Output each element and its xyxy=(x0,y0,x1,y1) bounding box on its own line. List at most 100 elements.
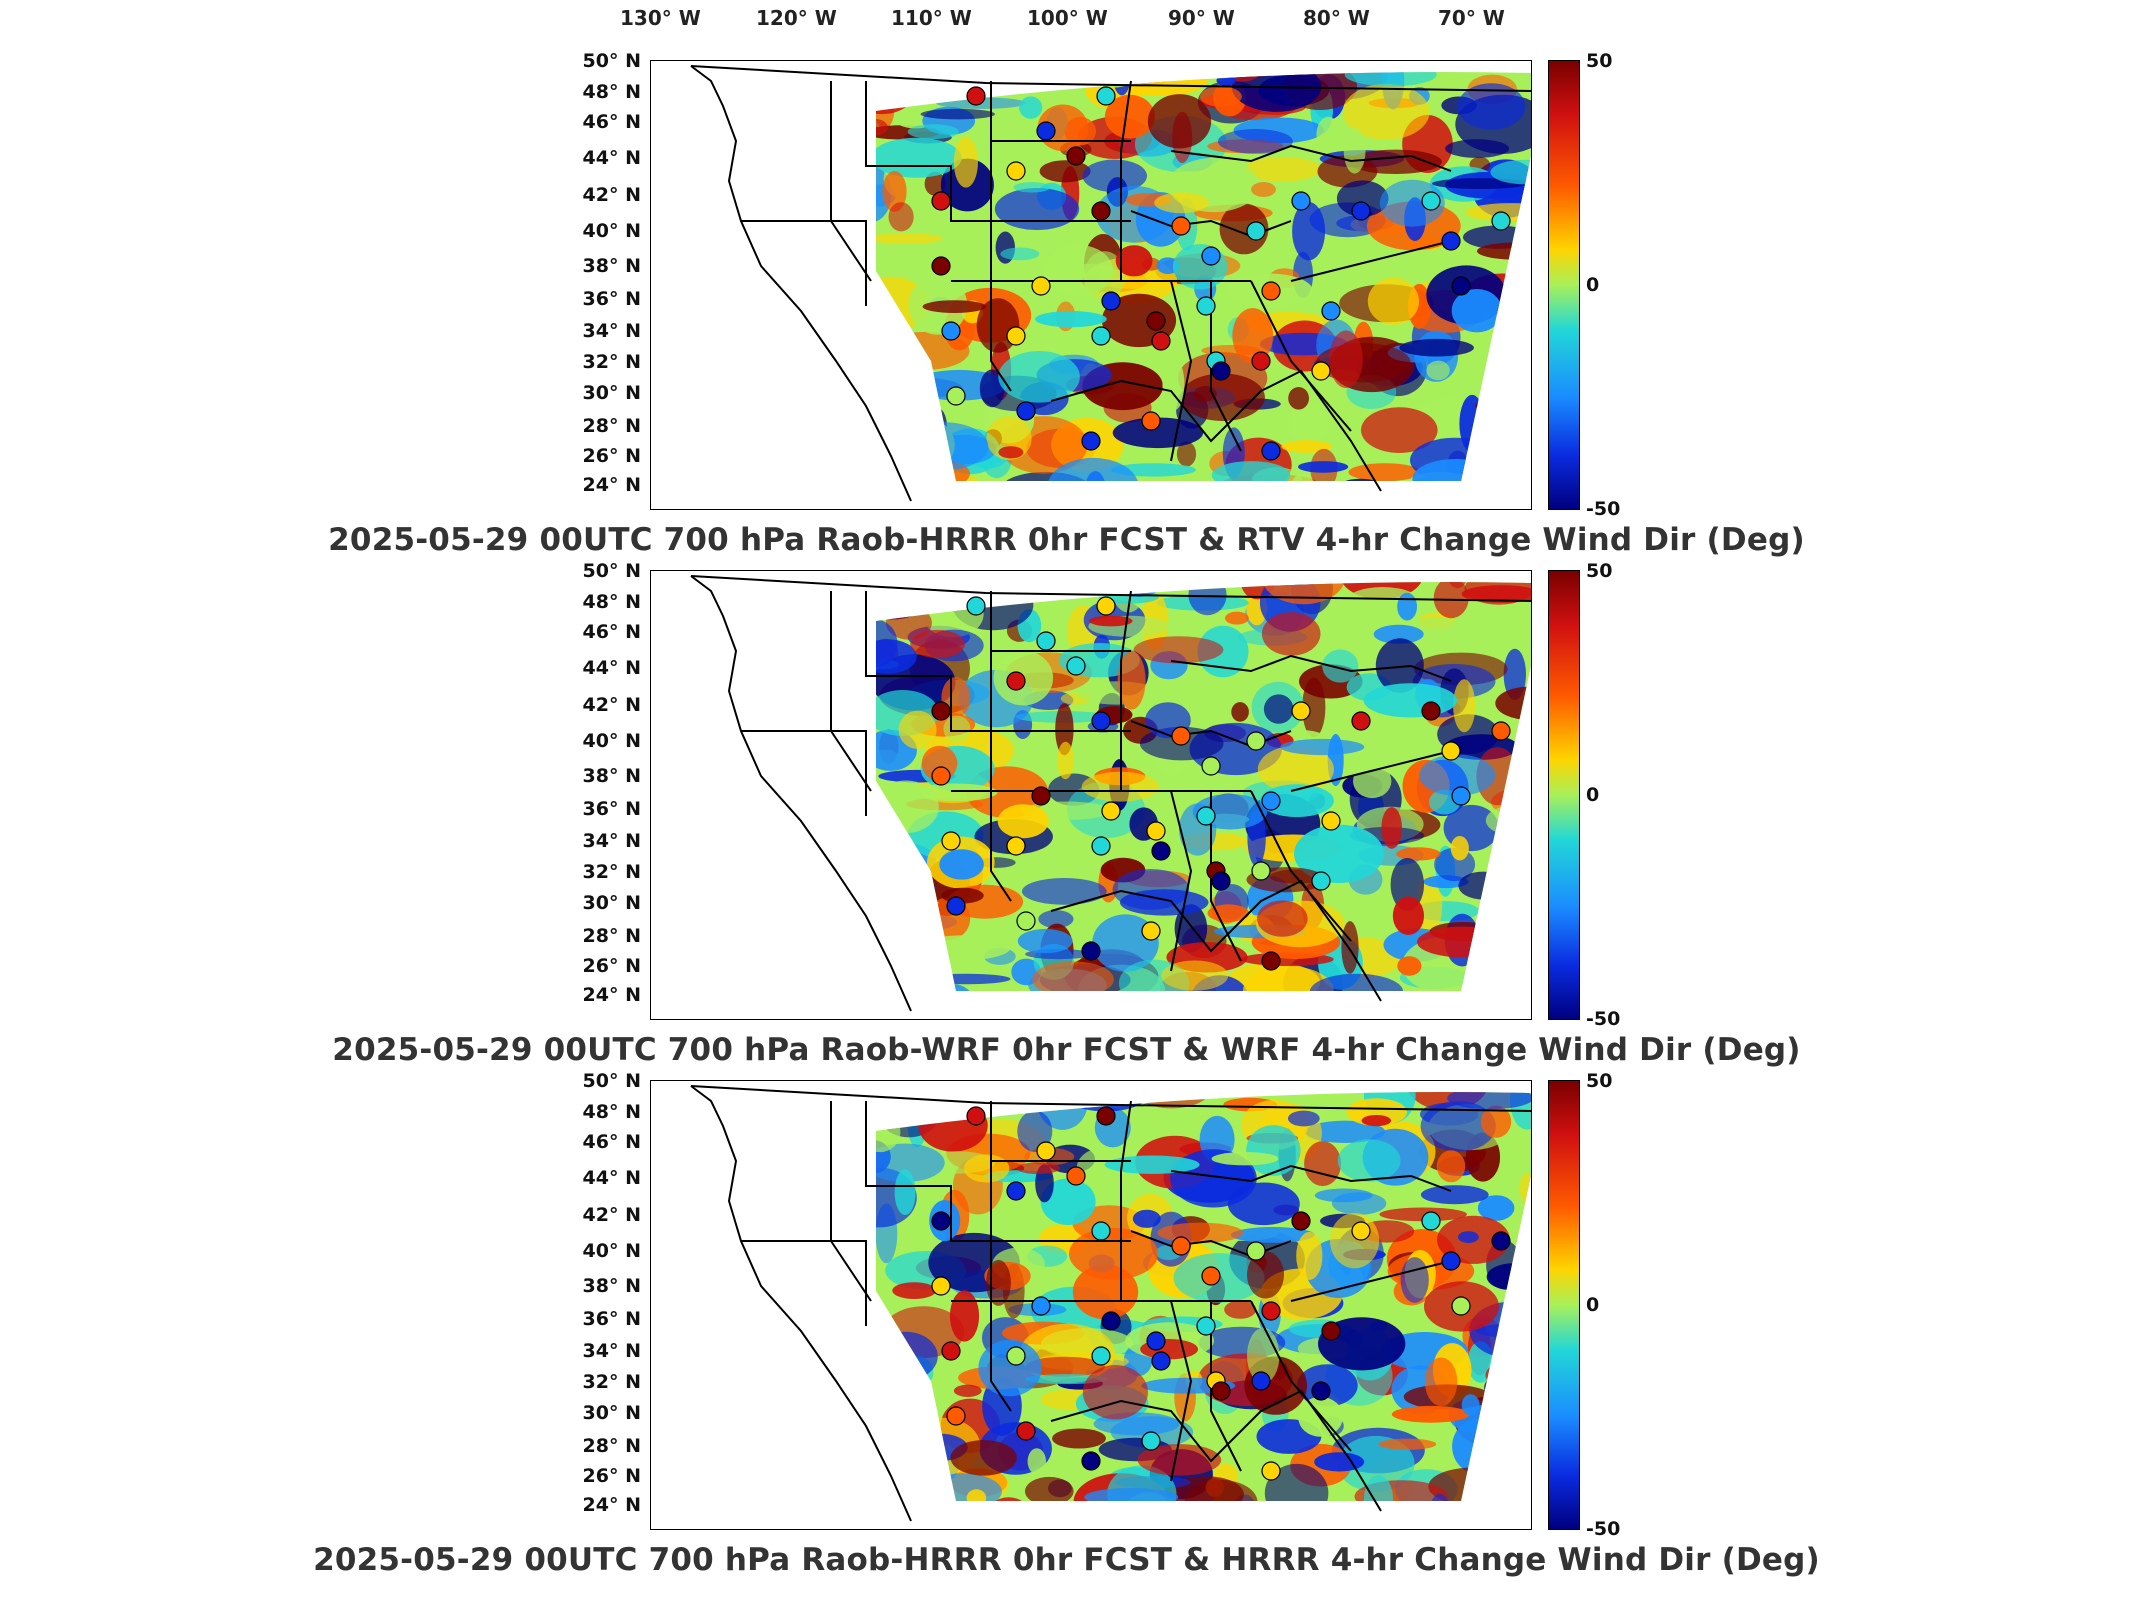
boundary-line xyxy=(690,65,1531,92)
boundary-line xyxy=(1170,654,1452,682)
wind-field-patch xyxy=(1361,407,1438,453)
wind-field-patch xyxy=(1461,585,1531,603)
wind-field-patch xyxy=(1399,338,1474,357)
lat-label: 38° N xyxy=(582,765,641,787)
raob-station-marker xyxy=(1171,216,1191,236)
wind-field-patch xyxy=(1433,582,1469,619)
raob-station-marker xyxy=(1006,161,1026,181)
wind-field-patch xyxy=(852,1513,946,1527)
raob-station-marker xyxy=(1261,1461,1281,1481)
wind-field-patch xyxy=(1211,1152,1279,1166)
wind-field-patch xyxy=(1296,1231,1323,1280)
raob-station-marker xyxy=(1006,326,1026,346)
wind-field-patch xyxy=(1406,617,1469,646)
wind-field-patch xyxy=(1231,702,1249,722)
raob-station-marker xyxy=(1251,351,1271,371)
raob-station-marker xyxy=(1491,721,1511,741)
wind-field-patch xyxy=(1485,1357,1531,1393)
wind-field-patch xyxy=(1232,308,1274,364)
wind-field-patch xyxy=(1013,182,1051,193)
raob-station-marker xyxy=(1091,711,1111,731)
wind-field-patch xyxy=(1509,791,1531,819)
wind-field-patch xyxy=(1373,624,1424,644)
wind-field-patch xyxy=(1341,921,1359,974)
colorbar-min-label: -50 xyxy=(1586,498,1621,520)
lat-label: 44° N xyxy=(582,147,641,169)
wind-field-patch xyxy=(1480,1105,1512,1138)
lat-label: 48° N xyxy=(582,591,641,613)
boundary-line xyxy=(1250,790,1352,942)
boundary-line xyxy=(741,1240,867,1326)
wind-field-patch xyxy=(876,233,943,244)
wind-field-patch xyxy=(1199,86,1242,107)
raob-station-marker xyxy=(1261,441,1281,461)
wind-field-patch xyxy=(876,337,887,377)
wind-field-patch xyxy=(1038,910,1074,929)
wind-field-patch xyxy=(1426,360,1450,381)
lat-label: 32° N xyxy=(582,351,641,373)
raob-station-marker xyxy=(1146,821,1166,841)
wind-field-patch xyxy=(1017,928,1073,954)
raob-station-marker xyxy=(1151,1351,1171,1371)
raob-station-marker xyxy=(931,766,951,786)
wind-field-patch xyxy=(918,935,1011,961)
wind-field-patch xyxy=(986,1259,1011,1306)
raob-station-marker xyxy=(1141,411,1161,431)
boundary-line xyxy=(865,591,991,732)
boundary-line xyxy=(690,1085,912,1522)
wind-field-patch xyxy=(1115,245,1153,277)
wind-field-patch xyxy=(1230,1227,1315,1243)
lat-label: 36° N xyxy=(582,288,641,310)
wind-field-patch xyxy=(943,715,971,743)
raob-station-marker xyxy=(1101,1311,1121,1331)
wind-field-patch xyxy=(1392,896,1424,935)
boundary-line xyxy=(865,81,991,222)
wind-field-patch xyxy=(876,1440,959,1493)
lat-label: 40° N xyxy=(582,1240,641,1262)
raob-station-marker xyxy=(1066,656,1086,676)
boundary-line xyxy=(1290,1260,1452,1302)
wind-field-patch xyxy=(1075,681,1159,705)
wind-field-patch xyxy=(1025,1476,1074,1502)
wind-field-patch xyxy=(1465,203,1531,222)
map-frame-2 xyxy=(650,570,1532,1020)
raob-station-marker xyxy=(1151,331,1171,351)
wind-field-patch xyxy=(1019,96,1043,119)
wind-field-patch xyxy=(1288,402,1329,443)
boundary-line xyxy=(690,1085,1531,1112)
wind-field-patch xyxy=(1117,651,1146,710)
boundary-line xyxy=(1170,1300,1193,1482)
wind-field-patch xyxy=(1228,582,1321,587)
wind-field-patch xyxy=(1246,1125,1301,1176)
raob-station-marker xyxy=(946,386,966,406)
wind-field-patch xyxy=(879,878,937,898)
lat-label: 42° N xyxy=(582,694,641,716)
raob-station-marker xyxy=(1421,701,1441,721)
wind-field-patch xyxy=(1287,1110,1320,1127)
wind-field-patch xyxy=(1079,1081,1110,1088)
raob-station-marker xyxy=(1096,1106,1116,1126)
lat-label: 32° N xyxy=(582,1371,641,1393)
wind-field-patch xyxy=(1400,1257,1429,1303)
wind-field-patch xyxy=(1032,961,1114,992)
boundary-line xyxy=(990,591,1012,902)
raob-station-marker xyxy=(1351,1221,1371,1241)
wind-field-patch xyxy=(1339,582,1424,600)
wind-field-patch xyxy=(1137,1444,1222,1476)
wind-field-patch xyxy=(1363,683,1457,718)
wind-field-patch xyxy=(1391,1405,1470,1423)
raob-station-marker xyxy=(1261,281,1281,301)
wind-field-patch xyxy=(876,137,962,178)
wind-field-patch xyxy=(1469,987,1501,992)
boundary-line xyxy=(1170,1164,1452,1192)
raob-station-marker xyxy=(1006,1346,1026,1366)
wind-field-patch xyxy=(1112,417,1204,449)
wind-field-patch xyxy=(921,1473,1002,1502)
wind-field-patch xyxy=(1161,960,1229,991)
wind-field-patch xyxy=(1348,463,1422,482)
wind-field-patch xyxy=(1375,638,1424,693)
raob-station-marker xyxy=(1291,1211,1311,1231)
wind-field-patch xyxy=(1492,896,1531,933)
raob-station-marker xyxy=(941,1341,961,1361)
raob-station-marker xyxy=(1091,836,1111,856)
